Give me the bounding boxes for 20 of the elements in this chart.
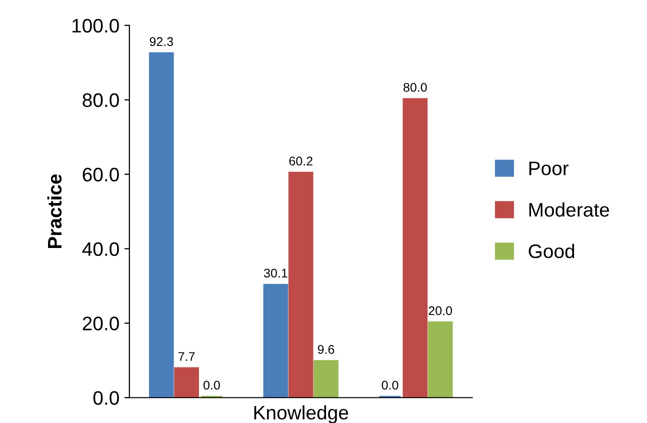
y-tick-label: 100.0	[72, 18, 119, 33]
legend-label: Good	[528, 244, 574, 258]
data-label: 60.2	[289, 156, 312, 166]
data-label: 92.3	[150, 37, 174, 46]
data-label: 0.0	[204, 380, 220, 390]
y-tick-label: 80.0	[82, 93, 119, 108]
legend-label: Moderate	[529, 202, 610, 217]
y-tick-label: 60.0	[82, 168, 119, 182]
legend-label: Poor	[529, 162, 569, 176]
data-label: 20.0	[428, 306, 452, 316]
data-label: 9.6	[318, 345, 334, 354]
y-tick-label: 0.0	[93, 391, 119, 405]
data-label: 0.0	[382, 380, 398, 390]
data-label: 30.1	[264, 268, 288, 278]
x-axis-title: Knowledge	[254, 405, 348, 423]
y-axis-title: Practice	[47, 174, 62, 248]
data-label: 80.0	[404, 82, 427, 92]
y-tick-label: 40.0	[82, 242, 119, 256]
data-label: 7.7	[178, 352, 195, 361]
y-tick-label: 20.0	[82, 316, 119, 330]
